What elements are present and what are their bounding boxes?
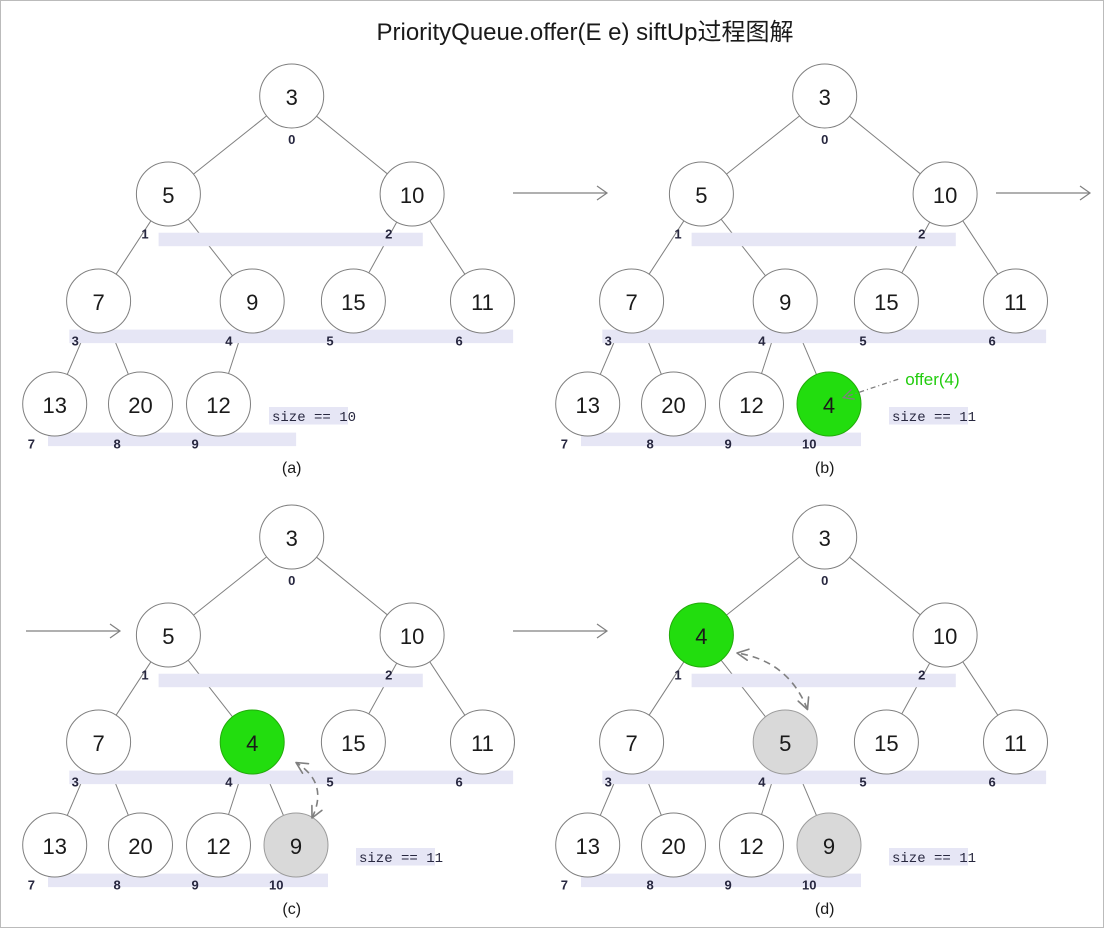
- svg-text:size == 10: size == 10: [272, 410, 356, 426]
- svg-text:10: 10: [400, 183, 424, 208]
- svg-text:11: 11: [471, 731, 494, 756]
- svg-text:0: 0: [821, 132, 828, 147]
- svg-text:13: 13: [575, 834, 599, 859]
- svg-text:13: 13: [575, 393, 599, 418]
- svg-text:(a): (a): [282, 460, 302, 477]
- svg-text:12: 12: [206, 393, 230, 418]
- svg-text:3: 3: [605, 334, 612, 349]
- svg-text:3: 3: [605, 775, 612, 790]
- svg-text:8: 8: [647, 437, 654, 452]
- svg-text:5: 5: [326, 775, 333, 790]
- svg-text:4: 4: [225, 775, 233, 790]
- svg-text:12: 12: [739, 393, 763, 418]
- svg-text:(c): (c): [282, 901, 301, 918]
- svg-text:9: 9: [779, 290, 791, 315]
- svg-text:6: 6: [456, 334, 463, 349]
- svg-text:7: 7: [561, 437, 568, 452]
- svg-text:8: 8: [114, 437, 121, 452]
- svg-text:15: 15: [341, 290, 365, 315]
- svg-text:11: 11: [471, 290, 494, 315]
- svg-text:20: 20: [128, 834, 152, 859]
- svg-text:15: 15: [341, 731, 365, 756]
- svg-text:10: 10: [802, 878, 816, 893]
- svg-text:3: 3: [286, 526, 298, 551]
- svg-text:9: 9: [246, 290, 258, 315]
- svg-text:13: 13: [42, 393, 66, 418]
- svg-text:10: 10: [802, 437, 816, 452]
- svg-text:12: 12: [206, 834, 230, 859]
- svg-text:size == 11: size == 11: [892, 410, 976, 426]
- svg-text:10: 10: [933, 183, 957, 208]
- svg-text:4: 4: [225, 334, 233, 349]
- svg-text:6: 6: [989, 775, 996, 790]
- svg-text:9: 9: [725, 878, 732, 893]
- svg-text:3: 3: [72, 775, 79, 790]
- svg-text:1: 1: [674, 227, 681, 242]
- svg-text:2: 2: [385, 668, 392, 683]
- svg-text:0: 0: [821, 573, 828, 588]
- svg-text:20: 20: [661, 834, 685, 859]
- svg-text:5: 5: [859, 334, 866, 349]
- svg-text:11: 11: [1004, 290, 1027, 315]
- svg-text:4: 4: [246, 731, 258, 756]
- svg-text:20: 20: [128, 393, 152, 418]
- svg-text:3: 3: [72, 334, 79, 349]
- svg-text:7: 7: [28, 437, 35, 452]
- svg-text:1: 1: [141, 668, 148, 683]
- svg-text:(d): (d): [815, 901, 835, 918]
- svg-text:9: 9: [192, 878, 199, 893]
- svg-text:11: 11: [1004, 731, 1027, 756]
- svg-text:15: 15: [874, 731, 898, 756]
- svg-text:9: 9: [725, 437, 732, 452]
- svg-text:size == 11: size == 11: [892, 851, 976, 867]
- svg-text:7: 7: [625, 731, 637, 756]
- svg-text:10: 10: [400, 624, 424, 649]
- svg-text:10: 10: [269, 878, 283, 893]
- svg-text:9: 9: [823, 834, 835, 859]
- svg-text:6: 6: [989, 334, 996, 349]
- svg-text:12: 12: [739, 834, 763, 859]
- svg-text:0: 0: [288, 132, 295, 147]
- svg-text:5: 5: [859, 775, 866, 790]
- svg-text:2: 2: [385, 227, 392, 242]
- svg-text:13: 13: [42, 834, 66, 859]
- svg-text:size == 11: size == 11: [359, 851, 443, 867]
- svg-text:7: 7: [561, 878, 568, 893]
- svg-text:7: 7: [92, 290, 104, 315]
- svg-text:4: 4: [823, 393, 835, 418]
- svg-text:10: 10: [933, 624, 957, 649]
- svg-text:6: 6: [456, 775, 463, 790]
- svg-text:2: 2: [918, 227, 925, 242]
- svg-text:8: 8: [114, 878, 121, 893]
- svg-text:0: 0: [288, 573, 295, 588]
- svg-text:9: 9: [290, 834, 302, 859]
- svg-text:8: 8: [647, 878, 654, 893]
- svg-text:4: 4: [695, 624, 707, 649]
- svg-text:5: 5: [162, 183, 174, 208]
- svg-text:5: 5: [695, 183, 707, 208]
- svg-text:7: 7: [625, 290, 637, 315]
- svg-text:9: 9: [192, 437, 199, 452]
- svg-text:5: 5: [162, 624, 174, 649]
- svg-text:4: 4: [758, 334, 766, 349]
- svg-text:5: 5: [779, 731, 791, 756]
- svg-text:2: 2: [918, 668, 925, 683]
- svg-text:offer(4): offer(4): [905, 370, 960, 389]
- svg-text:5: 5: [326, 334, 333, 349]
- svg-text:3: 3: [286, 85, 298, 110]
- svg-text:3: 3: [819, 85, 831, 110]
- svg-text:1: 1: [674, 668, 681, 683]
- svg-text:7: 7: [28, 878, 35, 893]
- svg-text:20: 20: [661, 393, 685, 418]
- svg-text:4: 4: [758, 775, 766, 790]
- svg-text:1: 1: [141, 227, 148, 242]
- svg-text:3: 3: [819, 526, 831, 551]
- svg-text:7: 7: [92, 731, 104, 756]
- svg-text:(b): (b): [815, 460, 835, 477]
- svg-text:15: 15: [874, 290, 898, 315]
